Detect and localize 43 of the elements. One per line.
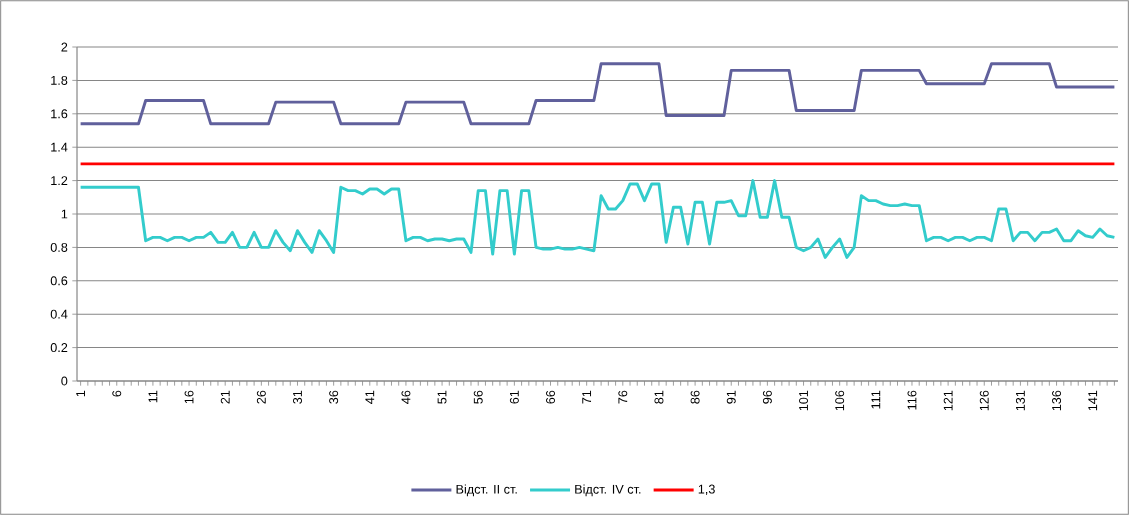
x-tick-label: 71 (582, 390, 592, 404)
x-tick-label: 31 (293, 390, 302, 404)
y-tick-label: 1.4 (51, 142, 68, 152)
legend-label: Відст. IV ст. (575, 484, 641, 497)
x-tick-label: 91 (726, 390, 736, 404)
x-tick-label: 16 (184, 390, 194, 404)
y-tick-label: 1.6 (51, 109, 68, 119)
x-tick-label: 56 (473, 390, 483, 404)
y-tick-label: 1.8 (51, 75, 68, 85)
x-tick-label: 101 (799, 390, 809, 411)
x-tick-label: 96 (762, 390, 772, 404)
legend-label: Відст. II ст. (456, 484, 517, 497)
y-tick-label: 0.6 (50, 276, 68, 286)
x-tick-label: 106 (835, 390, 845, 411)
y-tick-label: 0.4 (50, 309, 68, 319)
x-tick-label: 36 (329, 390, 339, 404)
y-tick-label: 0.2 (50, 343, 68, 353)
x-tick-label: 46 (401, 390, 411, 404)
x-tick-label: 81 (654, 390, 664, 404)
x-tick-label: 26 (256, 390, 266, 404)
x-tick-label: 11 (148, 390, 158, 403)
x-tick-label: 86 (690, 390, 700, 404)
x-tick-label: 136 (1052, 390, 1062, 411)
x-tick-label: 41 (365, 390, 375, 404)
x-tick-label: 126 (979, 390, 989, 411)
y-tick-label: 2 (61, 42, 68, 52)
y-tick-label: 1 (61, 209, 68, 219)
legend-label: 1,3 (698, 484, 715, 496)
x-tick-label: 21 (220, 390, 230, 404)
x-tick-label: 1 (76, 390, 85, 397)
x-tick-label: 76 (618, 390, 628, 404)
y-tick-label: 1.2 (51, 176, 68, 186)
y-tick-label: 0 (61, 376, 68, 386)
x-tick-label: 61 (509, 390, 519, 404)
x-tick-label: 121 (943, 390, 953, 411)
x-tick-label: 116 (907, 390, 917, 410)
x-tick-label: 66 (546, 390, 555, 404)
x-tick-label: 6 (112, 390, 122, 397)
x-tick-label: 111 (871, 390, 881, 409)
y-tick-label: 0.8 (50, 242, 68, 252)
x-tick-label: 51 (437, 390, 447, 404)
x-tick-label: 131 (1015, 390, 1025, 411)
x-tick-label: 141 (1088, 390, 1098, 411)
